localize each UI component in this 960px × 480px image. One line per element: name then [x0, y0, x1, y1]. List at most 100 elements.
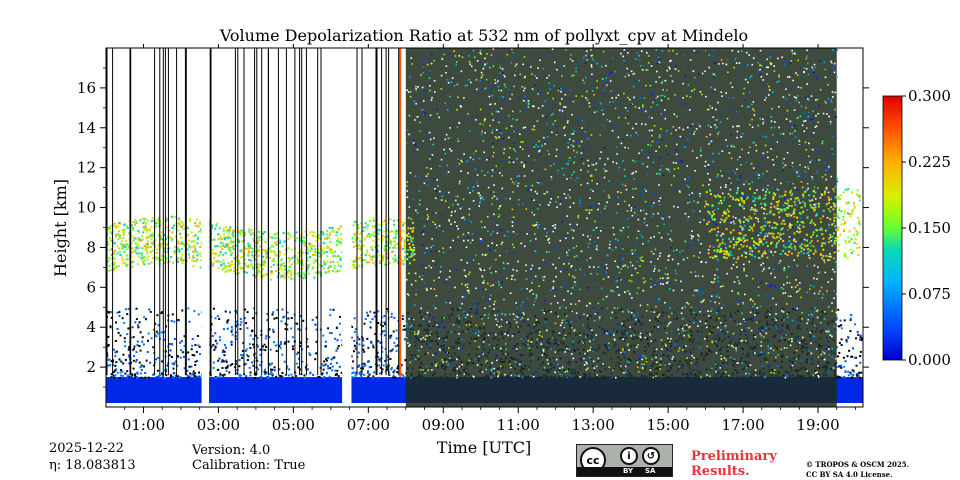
noise-pixel [620, 328, 623, 330]
noise-pixel [786, 242, 788, 245]
noise-pixel [693, 200, 695, 202]
aerosol-pixel [173, 363, 175, 366]
noise-pixel [439, 321, 441, 323]
aerosol-pixel [352, 350, 355, 353]
noise-pixel [576, 223, 578, 226]
noise-pixel [782, 96, 785, 98]
aerosol-pixel [294, 375, 297, 377]
noise-pixel [599, 157, 601, 160]
noise-pixel [811, 314, 814, 317]
noise-pixel [662, 174, 665, 177]
noise-pixel [816, 77, 818, 79]
noise-pixel [608, 247, 611, 249]
aerosol-pixel [116, 328, 119, 330]
noise-pixel [500, 286, 503, 289]
aerosol-pixel [109, 364, 112, 367]
noise-pixel [589, 238, 591, 241]
noise-pixel [497, 140, 499, 142]
noise-pixel [625, 371, 627, 373]
aerosol-pixel [322, 334, 325, 337]
noise-pixel [635, 58, 637, 60]
noise-pixel [591, 90, 594, 92]
aerosol-pixel [266, 313, 269, 316]
aerosol-pixel [273, 366, 276, 369]
noise-pixel [668, 363, 671, 365]
noise-pixel [815, 99, 817, 101]
noise-pixel [474, 168, 477, 170]
noise-pixel [492, 373, 494, 376]
noise-pixel [834, 261, 837, 263]
aerosol-pixel [335, 349, 338, 352]
noise-pixel [458, 347, 461, 349]
aerosol-pixel [222, 349, 225, 352]
noise-pixel [464, 316, 467, 319]
noise-pixel [809, 284, 812, 287]
noise-pixel [438, 276, 440, 279]
noise-pixel [440, 265, 442, 268]
aerosol-pixel [180, 340, 183, 343]
aerosol-pixel [259, 377, 262, 379]
noise-pixel [429, 155, 432, 158]
noise-pixel [678, 190, 681, 192]
noise-pixel [520, 338, 523, 340]
noise-pixel [613, 334, 615, 336]
aerosol-pixel [362, 365, 365, 368]
noise-pixel [649, 334, 652, 336]
noise-pixel [515, 315, 517, 317]
aerosol-pixel [336, 369, 339, 372]
noise-pixel [627, 96, 629, 99]
noise-pixel [529, 155, 531, 157]
noise-pixel [518, 131, 520, 133]
noise-pixel [810, 352, 813, 355]
aerosol-pixel [329, 362, 332, 365]
aerosol-pixel [361, 367, 364, 370]
noise-pixel [510, 61, 512, 64]
noise-pixel [834, 358, 837, 360]
noise-pixel [792, 79, 794, 82]
aerosol-pixel [188, 365, 191, 368]
noise-pixel [827, 329, 829, 331]
aerosol-pixel [146, 351, 149, 353]
noise-pixel [533, 159, 536, 161]
noise-pixel [695, 365, 698, 367]
noise-pixel [669, 67, 671, 70]
aerosol-pixel [860, 337, 863, 340]
noise-pixel [510, 374, 513, 377]
noise-pixel [720, 59, 723, 61]
noise-pixel [732, 215, 734, 217]
aerosol-pixel [337, 375, 340, 378]
noise-pixel [490, 233, 492, 236]
noise-pixel [426, 208, 428, 210]
noise-pixel [577, 215, 580, 217]
noise-pixel [513, 148, 515, 150]
noise-pixel [565, 306, 567, 309]
aerosol-pixel [265, 335, 268, 337]
noise-pixel [637, 230, 640, 232]
aerosol-pixel [194, 360, 197, 363]
noise-pixel [524, 87, 526, 89]
noise-pixel [772, 159, 774, 161]
noise-pixel [438, 250, 440, 253]
noise-pixel [619, 229, 621, 231]
noise-pixel [628, 253, 630, 255]
noise-pixel [586, 209, 588, 211]
aerosol-pixel [395, 329, 398, 332]
noise-pixel [645, 360, 648, 363]
noise-pixel [511, 48, 513, 51]
aerosol-pixel [226, 322, 229, 325]
aerosol-pixel [248, 343, 251, 346]
noise-pixel [413, 139, 415, 142]
noise-pixel [637, 344, 639, 346]
aerosol-pixel [354, 328, 357, 331]
aerosol-pixel [314, 323, 317, 326]
aerosol-pixel [178, 376, 181, 379]
noise-pixel [686, 257, 689, 259]
noise-pixel [672, 126, 675, 128]
aerosol-pixel [213, 348, 216, 351]
noise-pixel [520, 242, 523, 245]
noise-pixel [735, 349, 738, 352]
noise-pixel [753, 212, 756, 215]
noise-pixel [589, 206, 591, 208]
noise-pixel [438, 348, 441, 351]
noise-pixel [572, 247, 575, 249]
